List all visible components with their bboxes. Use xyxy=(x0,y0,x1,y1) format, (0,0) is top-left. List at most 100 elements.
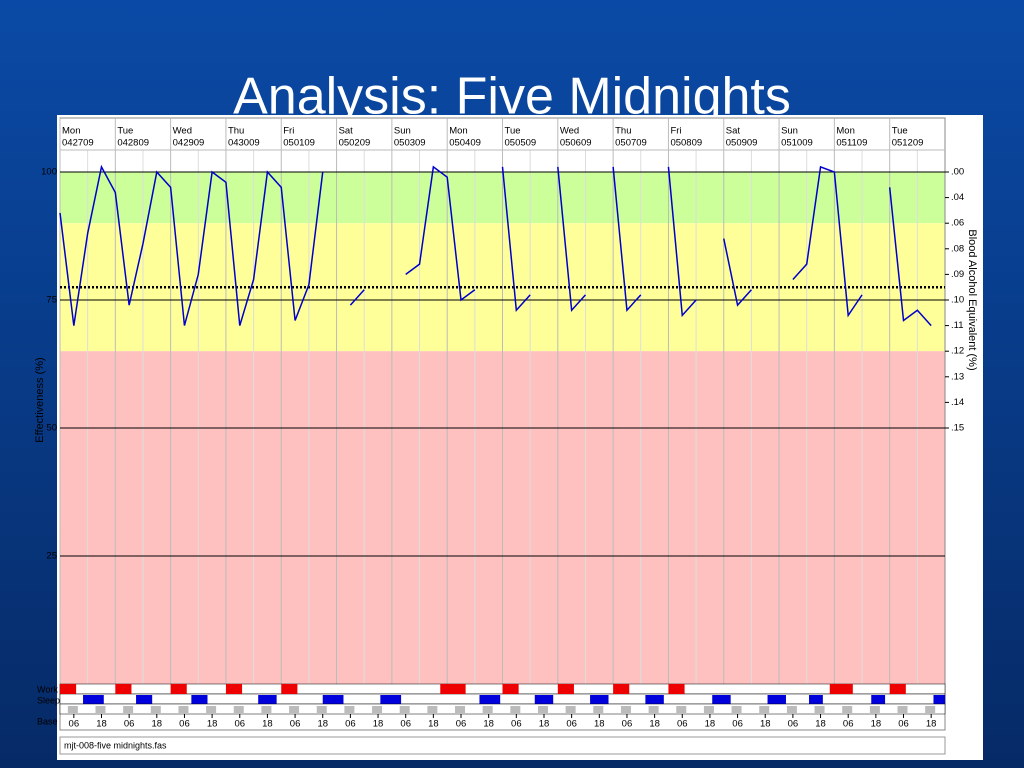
work-block xyxy=(281,684,298,694)
day-date: 043009 xyxy=(228,138,260,149)
base-block xyxy=(759,706,770,713)
work-block xyxy=(613,684,630,694)
work-block xyxy=(60,684,77,694)
work-block xyxy=(115,684,132,694)
base-block xyxy=(261,706,272,713)
base-tick-label: 18 xyxy=(373,719,384,730)
base-tick-label: 06 xyxy=(179,719,190,730)
base-block xyxy=(482,706,493,713)
work-block xyxy=(668,684,685,694)
base-tick-label: 18 xyxy=(649,719,660,730)
base-tick-label: 18 xyxy=(317,719,328,730)
work-block xyxy=(440,684,466,694)
base-block xyxy=(344,706,355,713)
base-tick-label: 06 xyxy=(511,719,522,730)
effectiveness-line xyxy=(501,166,531,313)
sleep-block xyxy=(933,695,945,704)
chart: Mon042709Tue042809Wed042909Thu043009Fri0… xyxy=(34,117,978,755)
y-tick-label: 50 xyxy=(46,423,57,434)
base-tick-label: 18 xyxy=(483,719,494,730)
base-block xyxy=(289,706,300,713)
work-block xyxy=(170,684,187,694)
base-tick-label: 18 xyxy=(815,719,826,730)
base-tick-label: 18 xyxy=(871,719,882,730)
effectiveness-line xyxy=(888,187,932,327)
day-date: 050609 xyxy=(560,138,592,149)
base-tick-label: 18 xyxy=(760,719,771,730)
work-block xyxy=(225,684,243,694)
base-tick-label: 06 xyxy=(898,719,909,730)
day-name: Fri xyxy=(283,126,294,137)
y2-tick-label: .11 xyxy=(951,320,964,331)
base-block xyxy=(427,706,438,713)
day-date: 050309 xyxy=(394,138,426,149)
day-name: Sat xyxy=(726,126,741,137)
base-tick-label: 18 xyxy=(594,719,605,730)
sleep-block xyxy=(645,695,664,704)
base-block xyxy=(399,706,410,713)
day-date: 050109 xyxy=(283,138,315,149)
effectiveness-line xyxy=(667,166,697,318)
sleep-label: Sleep xyxy=(37,695,60,705)
base-block xyxy=(593,706,604,713)
y2-tick-label: .04 xyxy=(951,192,964,203)
day-name: Sun xyxy=(394,126,411,137)
base-label: Base xyxy=(37,716,58,726)
day-name: Tue xyxy=(117,126,133,137)
base-tick-label: 06 xyxy=(345,719,356,730)
base-tick-label: 06 xyxy=(788,719,799,730)
base-tick-label: 06 xyxy=(69,719,80,730)
base-tick-label: 18 xyxy=(926,719,937,730)
work-block xyxy=(557,684,574,694)
effectiveness-line xyxy=(612,166,642,313)
base-tick-label: 06 xyxy=(456,719,467,730)
base-block xyxy=(178,706,189,713)
effectiveness-line xyxy=(723,238,752,307)
day-date: 050409 xyxy=(449,138,481,149)
base-block xyxy=(123,706,134,713)
y2-tick-label: .06 xyxy=(951,218,964,229)
y-tick-label: 100 xyxy=(41,167,57,178)
base-tick-label: 18 xyxy=(96,719,107,730)
base-block xyxy=(869,706,880,713)
effectiveness-line xyxy=(792,165,863,318)
work-label: Work xyxy=(37,684,58,694)
day-date: 051009 xyxy=(781,138,813,149)
sleep-block xyxy=(534,695,554,704)
base-block xyxy=(372,706,383,713)
base-tick-label: 18 xyxy=(539,719,550,730)
day-date: 042809 xyxy=(117,138,149,149)
base-block xyxy=(150,706,161,713)
day-name: Mon xyxy=(449,126,467,137)
effectiveness-line xyxy=(557,166,587,313)
y2-tick-label: .13 xyxy=(951,371,964,382)
base-tick-label: 06 xyxy=(400,719,411,730)
day-name: Tue xyxy=(505,126,521,137)
y2-tick-label: .15 xyxy=(951,423,964,434)
day-date: 042909 xyxy=(173,138,205,149)
base-tick-label: 06 xyxy=(124,719,135,730)
day-date: 050209 xyxy=(339,138,371,149)
base-block xyxy=(731,706,742,713)
base-tick-label: 06 xyxy=(677,719,688,730)
base-tick-label: 06 xyxy=(732,719,743,730)
day-date: 050709 xyxy=(615,138,647,149)
day-name: Wed xyxy=(560,126,579,137)
y2-tick-label: .10 xyxy=(951,295,964,306)
base-tick-label: 06 xyxy=(234,719,245,730)
footer: mjt-008-five midnights.fas xyxy=(64,740,167,750)
base-block xyxy=(897,706,908,713)
work-block xyxy=(502,684,519,694)
sleep-block xyxy=(191,695,208,704)
base-block xyxy=(676,706,687,713)
y-axis-label: Effectiveness (%) xyxy=(34,357,46,442)
y2-tick-label: .09 xyxy=(951,269,964,280)
base-block xyxy=(842,706,853,713)
base-tick-label: 18 xyxy=(428,719,439,730)
day-name: Mon xyxy=(62,126,80,137)
base-block xyxy=(565,706,576,713)
base-block xyxy=(206,706,217,713)
base-block xyxy=(925,706,936,713)
y-tick-label: 25 xyxy=(46,551,57,562)
day-name: Fri xyxy=(670,126,681,137)
